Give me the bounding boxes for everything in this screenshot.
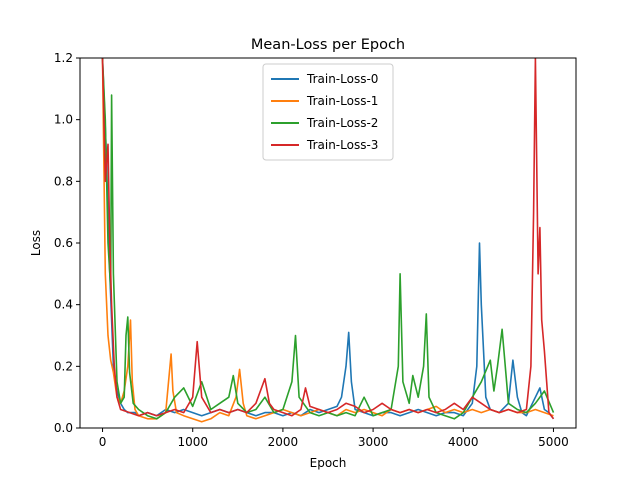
x-axis-label: Epoch <box>310 456 347 470</box>
y-tick-label: 1.2 <box>54 51 73 65</box>
y-tick-label: 0.2 <box>54 359 73 373</box>
legend-entry-3: Train-Loss-3 <box>306 138 378 152</box>
x-tick-label: 5000 <box>538 435 569 449</box>
y-tick-label: 0.4 <box>54 298 73 312</box>
y-axis-label: Loss <box>29 230 43 256</box>
y-tick-label: 1.0 <box>54 113 73 127</box>
x-tick-label: 4000 <box>448 435 479 449</box>
x-tick-label: 2000 <box>268 435 299 449</box>
y-tick-label: 0.0 <box>54 421 73 435</box>
x-tick-label: 3000 <box>358 435 389 449</box>
x-tick-label: 0 <box>99 435 107 449</box>
legend: Train-Loss-0 Train-Loss-1 Train-Loss-2 Trai… <box>262 63 394 161</box>
legend-box <box>262 63 394 161</box>
legend-entry-0: Train-Loss-0 <box>306 72 378 86</box>
legend-entry-1: Train-Loss-1 <box>306 94 378 108</box>
legend-entry-2: Train-Loss-2 <box>306 116 378 130</box>
y-tick-label: 0.6 <box>54 236 73 250</box>
y-axis-ticks: 0.0 0.2 0.4 0.6 0.8 1.0 1.2 <box>54 51 80 435</box>
series-line-3 <box>101 58 555 420</box>
series-line-2 <box>101 58 555 420</box>
x-axis-ticks: 0 1000 2000 3000 4000 5000 <box>99 428 569 449</box>
chart-title: Mean-Loss per Epoch <box>251 37 405 53</box>
y-tick-label: 0.8 <box>54 174 73 188</box>
series-layer <box>101 58 555 423</box>
x-tick-label: 1000 <box>177 435 208 449</box>
